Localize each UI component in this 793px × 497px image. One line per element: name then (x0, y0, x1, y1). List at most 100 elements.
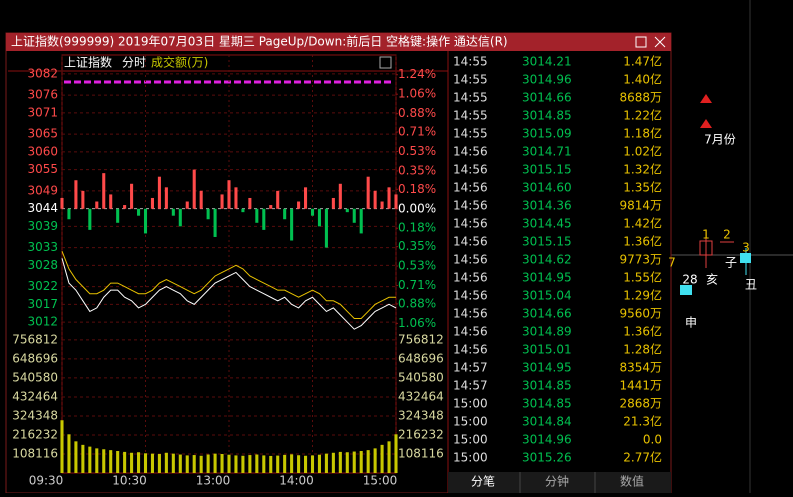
y-tick-label: 3028 (27, 258, 58, 272)
trade-amount: 1.40亿 (623, 72, 662, 87)
background-label: 2 (723, 228, 731, 242)
trade-price: 3015.04 (522, 289, 572, 303)
breadth-bar (380, 201, 384, 209)
background-label: 子 (725, 256, 737, 270)
volume-tick-label-right: 108116 (398, 446, 444, 460)
breadth-bar (213, 208, 217, 237)
y-tick-label: 3082 (27, 66, 58, 80)
breadth-bar (143, 208, 148, 234)
x-tick-label: 15:00 (363, 474, 398, 488)
volume-bar (262, 455, 266, 473)
breadth-bar (304, 187, 308, 209)
trade-amount: 1.42亿 (623, 216, 662, 231)
breadth-bar (290, 208, 294, 241)
trade-amount: 2868万 (619, 397, 662, 411)
volume-bar (366, 450, 370, 473)
volume-bar (95, 448, 99, 473)
trade-price: 3014.62 (522, 253, 572, 267)
volume-tick-label: 108116 (12, 446, 58, 460)
volume-tick-label: 540580 (12, 370, 58, 384)
volume-bar (297, 455, 301, 473)
panel-toggle[interactable] (379, 56, 392, 69)
background-label: 28 (682, 273, 697, 287)
tab[interactable]: 数值 (620, 474, 644, 489)
volume-bar (290, 454, 294, 473)
volume-bar (373, 448, 377, 473)
trade-time: 14:57 (453, 379, 488, 393)
trade-time: 14:55 (453, 55, 488, 69)
trade-amount: 0.0 (643, 433, 662, 447)
x-tick-label: 14:00 (279, 474, 314, 488)
tab[interactable]: 分钟 (545, 474, 569, 489)
breadth-bar (366, 176, 370, 209)
trade-time: 14:56 (453, 289, 488, 303)
breadth-bar (269, 205, 273, 209)
trade-price: 3014.95 (522, 361, 572, 375)
breadth-bar (116, 208, 120, 223)
trade-price: 3015.09 (522, 127, 572, 141)
y-tick-label: 3055 (27, 162, 58, 176)
breadth-bar (81, 190, 85, 209)
volume-label: 成交额(万) (151, 55, 208, 70)
trade-time: 14:56 (453, 181, 488, 195)
volume-bar (185, 455, 189, 473)
index-name: 上证指数 (64, 55, 112, 70)
x-tick-label: 09:30 (29, 474, 64, 488)
background-decor (671, 0, 793, 493)
background-label: 7 (668, 256, 676, 270)
mode: 分时 (122, 56, 146, 70)
breadth-bar (276, 190, 280, 209)
breadth-bar (88, 208, 92, 230)
volume-tick-label-right: 432464 (398, 389, 444, 403)
volume-bar (137, 452, 141, 473)
y2-tick-label: 1.06% (398, 87, 436, 101)
volume-bar (157, 454, 161, 473)
trade-amount: 8688万 (619, 91, 662, 105)
trade-amount: 8354万 (619, 361, 662, 375)
tab[interactable]: 分笔 (471, 474, 495, 489)
volume-tick-label: 756812 (12, 332, 58, 346)
trade-time: 14:56 (453, 307, 488, 321)
trade-price: 3014.96 (522, 73, 572, 87)
y-tick-label: 3012 (27, 315, 58, 329)
volume-bar (109, 450, 113, 473)
trade-time: 14:55 (453, 73, 488, 87)
window-title: 上证指数(999999) 2019年07月03日 星期三 PageUp/Down… (11, 34, 508, 49)
volume-bar (171, 453, 175, 473)
trade-amount: 9773万 (619, 253, 662, 267)
volume-bar (304, 455, 308, 473)
background-label: 3 (742, 241, 750, 255)
trade-amount: 1.35亿 (623, 180, 662, 195)
trade-amount: 1.36亿 (623, 234, 662, 249)
volume-tick-label: 216232 (12, 427, 58, 441)
trade-amount: 1.36亿 (623, 324, 662, 339)
maximize-button[interactable] (635, 36, 647, 48)
breadth-bar (137, 208, 141, 216)
volume-bar (317, 454, 321, 473)
breadth-bar (317, 208, 321, 227)
breadth-bar (234, 187, 238, 209)
volume-bar (380, 444, 384, 473)
title-bar (6, 33, 671, 51)
background-label: 亥 (706, 273, 718, 287)
breadth-bar (297, 201, 301, 209)
trade-time: 14:56 (453, 199, 488, 213)
trade-amount: 1.47亿 (623, 54, 662, 69)
breadth-bar (331, 197, 335, 209)
volume-bar (143, 453, 148, 473)
volume-bar (102, 449, 106, 473)
volume-bar (387, 441, 391, 473)
trade-amount: 1.28亿 (623, 342, 662, 357)
volume-bar (116, 451, 120, 473)
close-button[interactable] (654, 36, 666, 48)
volume-bar (199, 455, 203, 473)
y2-tick-label: 0.35% (398, 163, 436, 177)
breadth-bar (324, 208, 328, 248)
trade-time: 15:00 (453, 415, 488, 429)
price-line (61, 258, 397, 330)
y2-tick-label: 0.53% (398, 144, 436, 158)
breadth-bar (352, 208, 356, 223)
breadth-bar (123, 205, 127, 209)
volume-bar (345, 452, 349, 473)
trade-price: 3014.21 (522, 55, 572, 69)
